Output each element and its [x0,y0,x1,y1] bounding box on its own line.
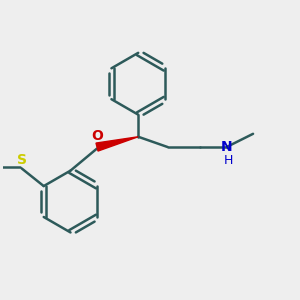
Text: H: H [223,154,233,167]
Text: N: N [221,140,232,154]
Text: S: S [16,153,27,167]
Text: O: O [91,129,103,142]
Polygon shape [96,137,138,151]
